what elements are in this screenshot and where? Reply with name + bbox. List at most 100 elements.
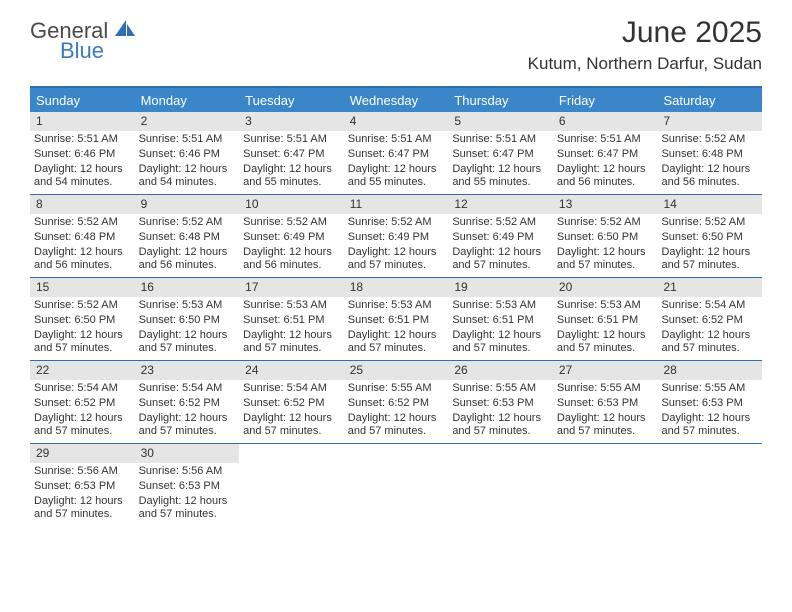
- day-number: 6: [553, 112, 658, 131]
- week-row: 15Sunrise: 5:52 AMSunset: 6:50 PMDayligh…: [30, 278, 762, 361]
- sunrise-line: Sunrise: 5:52 AM: [452, 216, 549, 230]
- day-cell: 29Sunrise: 5:56 AMSunset: 6:53 PMDayligh…: [30, 444, 135, 526]
- sunrise-line: Sunrise: 5:53 AM: [557, 299, 654, 313]
- day-cell: 19Sunrise: 5:53 AMSunset: 6:51 PMDayligh…: [448, 278, 553, 360]
- day-cell: [553, 444, 658, 526]
- sunrise-line: Sunrise: 5:54 AM: [139, 382, 236, 396]
- weekday-header-cell: Saturday: [657, 88, 762, 112]
- day-number: 10: [239, 195, 344, 214]
- daylight-line: Daylight: 12 hours and 57 minutes.: [348, 329, 445, 357]
- calendar-grid: SundayMondayTuesdayWednesdayThursdayFrid…: [30, 86, 762, 526]
- sunset-line: Sunset: 6:48 PM: [661, 148, 758, 162]
- day-cell: 22Sunrise: 5:54 AMSunset: 6:52 PMDayligh…: [30, 361, 135, 443]
- day-cell: 27Sunrise: 5:55 AMSunset: 6:53 PMDayligh…: [553, 361, 658, 443]
- week-row: 22Sunrise: 5:54 AMSunset: 6:52 PMDayligh…: [30, 361, 762, 444]
- weekday-header-cell: Monday: [135, 88, 240, 112]
- sunset-line: Sunset: 6:48 PM: [139, 231, 236, 245]
- sunset-line: Sunset: 6:51 PM: [243, 314, 340, 328]
- sunrise-line: Sunrise: 5:52 AM: [661, 216, 758, 230]
- daylight-line: Daylight: 12 hours and 57 minutes.: [452, 246, 549, 274]
- daylight-line: Daylight: 12 hours and 56 minutes.: [661, 163, 758, 191]
- daylight-line: Daylight: 12 hours and 56 minutes.: [139, 246, 236, 274]
- sunrise-line: Sunrise: 5:53 AM: [243, 299, 340, 313]
- day-cell: 2Sunrise: 5:51 AMSunset: 6:46 PMDaylight…: [135, 112, 240, 194]
- sunset-line: Sunset: 6:52 PM: [34, 397, 131, 411]
- sunset-line: Sunset: 6:51 PM: [452, 314, 549, 328]
- day-cell: 9 Sunrise: 5:52 AMSunset: 6:48 PMDaylight…: [135, 195, 240, 277]
- day-cell: 1Sunrise: 5:51 AMSunset: 6:46 PMDaylight…: [30, 112, 135, 194]
- day-number: 4: [344, 112, 449, 131]
- day-cell: [239, 444, 344, 526]
- daylight-line: Daylight: 12 hours and 55 minutes.: [243, 163, 340, 191]
- sunset-line: Sunset: 6:52 PM: [348, 397, 445, 411]
- daylight-line: Daylight: 12 hours and 55 minutes.: [348, 163, 445, 191]
- day-number: 5: [448, 112, 553, 131]
- weekday-header-cell: Wednesday: [344, 88, 449, 112]
- daylight-line: Daylight: 12 hours and 57 minutes.: [661, 329, 758, 357]
- day-number: 18: [344, 278, 449, 297]
- day-cell: 12Sunrise: 5:52 AMSunset: 6:49 PMDayligh…: [448, 195, 553, 277]
- day-number: 20: [553, 278, 658, 297]
- daylight-line: Daylight: 12 hours and 54 minutes.: [139, 163, 236, 191]
- sunrise-line: Sunrise: 5:52 AM: [139, 216, 236, 230]
- daylight-line: Daylight: 12 hours and 57 minutes.: [557, 412, 654, 440]
- day-cell: 6Sunrise: 5:51 AMSunset: 6:47 PMDaylight…: [553, 112, 658, 194]
- day-cell: [344, 444, 449, 526]
- day-cell: 24 Sunrise: 5:54 AMSunset: 6:52 PMDayligh…: [239, 361, 344, 443]
- sunset-line: Sunset: 6:53 PM: [452, 397, 549, 411]
- day-cell: 23Sunrise: 5:54 AMSunset: 6:52 PMDayligh…: [135, 361, 240, 443]
- sunrise-line: Sunrise: 5:51 AM: [243, 133, 340, 147]
- day-cell: 26Sunrise: 5:55 AMSunset: 6:53 PMDayligh…: [448, 361, 553, 443]
- sunset-line: Sunset: 6:52 PM: [243, 397, 340, 411]
- daylight-line: Daylight: 12 hours and 57 minutes.: [661, 412, 758, 440]
- day-number: 14: [657, 195, 762, 214]
- day-number: 19: [448, 278, 553, 297]
- day-cell: 18Sunrise: 5:53 AMSunset: 6:51 PMDayligh…: [344, 278, 449, 360]
- day-number: 21: [657, 278, 762, 297]
- daylight-line: Daylight: 12 hours and 57 minutes.: [243, 412, 340, 440]
- day-cell: 28Sunrise: 5:55 AMSunset: 6:53 PMDayligh…: [657, 361, 762, 443]
- sunset-line: Sunset: 6:50 PM: [557, 231, 654, 245]
- sunset-line: Sunset: 6:46 PM: [34, 148, 131, 162]
- day-number: 12: [448, 195, 553, 214]
- day-cell: 16Sunrise: 5:53 AMSunset: 6:50 PMDayligh…: [135, 278, 240, 360]
- weekday-header-cell: Tuesday: [239, 88, 344, 112]
- sunset-line: Sunset: 6:48 PM: [34, 231, 131, 245]
- sunrise-line: Sunrise: 5:54 AM: [34, 382, 131, 396]
- sunset-line: Sunset: 6:49 PM: [243, 231, 340, 245]
- sunrise-line: Sunrise: 5:52 AM: [243, 216, 340, 230]
- day-number: 24: [239, 361, 344, 380]
- day-number: 30: [135, 444, 240, 463]
- title-block: June 2025 Kutum, Northern Darfur, Sudan: [30, 16, 762, 74]
- day-cell: 5Sunrise: 5:51 AMSunset: 6:47 PMDaylight…: [448, 112, 553, 194]
- daylight-line: Daylight: 12 hours and 57 minutes.: [34, 329, 131, 357]
- weekday-header-cell: Thursday: [448, 88, 553, 112]
- day-number: 9: [135, 195, 240, 214]
- day-cell: 4Sunrise: 5:51 AMSunset: 6:47 PMDaylight…: [344, 112, 449, 194]
- sunset-line: Sunset: 6:49 PM: [348, 231, 445, 245]
- daylight-line: Daylight: 12 hours and 57 minutes.: [139, 495, 236, 523]
- header: General Blue June 2025 Kutum, Northern D…: [0, 0, 792, 78]
- week-row: 1Sunrise: 5:51 AMSunset: 6:46 PMDaylight…: [30, 112, 762, 195]
- sunrise-line: Sunrise: 5:52 AM: [348, 216, 445, 230]
- sunset-line: Sunset: 6:47 PM: [557, 148, 654, 162]
- weeks-container: 1Sunrise: 5:51 AMSunset: 6:46 PMDaylight…: [30, 112, 762, 526]
- page-title: June 2025: [30, 16, 762, 50]
- daylight-line: Daylight: 12 hours and 55 minutes.: [452, 163, 549, 191]
- daylight-line: Daylight: 12 hours and 57 minutes.: [557, 246, 654, 274]
- sunrise-line: Sunrise: 5:53 AM: [452, 299, 549, 313]
- day-number: 13: [553, 195, 658, 214]
- sunset-line: Sunset: 6:50 PM: [34, 314, 131, 328]
- day-number: 7: [657, 112, 762, 131]
- day-number: 17: [239, 278, 344, 297]
- day-cell: 3Sunrise: 5:51 AMSunset: 6:47 PMDaylight…: [239, 112, 344, 194]
- sunrise-line: Sunrise: 5:54 AM: [243, 382, 340, 396]
- day-number: 26: [448, 361, 553, 380]
- daylight-line: Daylight: 12 hours and 57 minutes.: [661, 246, 758, 274]
- daylight-line: Daylight: 12 hours and 57 minutes.: [348, 246, 445, 274]
- day-number: 28: [657, 361, 762, 380]
- day-number: 15: [30, 278, 135, 297]
- sunset-line: Sunset: 6:53 PM: [661, 397, 758, 411]
- day-cell: 14Sunrise: 5:52 AMSunset: 6:50 PMDayligh…: [657, 195, 762, 277]
- daylight-line: Daylight: 12 hours and 57 minutes.: [139, 412, 236, 440]
